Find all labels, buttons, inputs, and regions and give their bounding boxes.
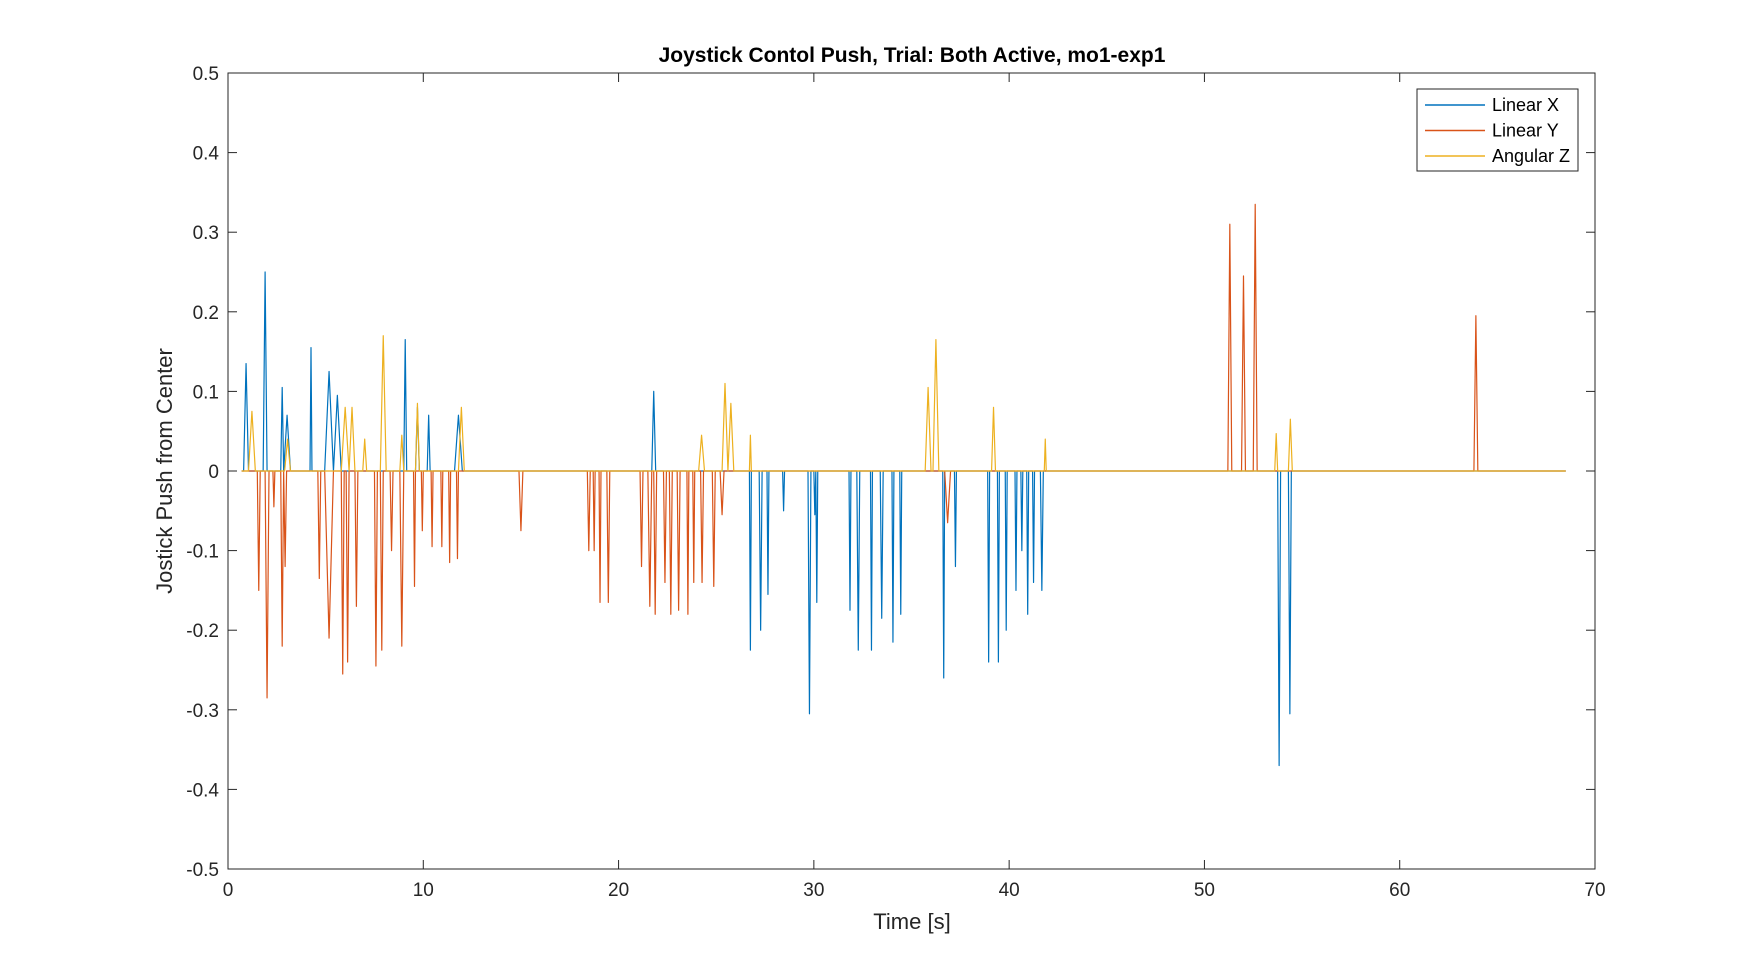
y-tick-label: 0 bbox=[208, 462, 219, 483]
x-tick-label: 50 bbox=[1194, 880, 1215, 901]
y-tick-label: 0.4 bbox=[193, 144, 220, 165]
x-tick-label: 40 bbox=[999, 880, 1020, 901]
y-tick-label: -0.1 bbox=[186, 542, 219, 563]
y-tick-label: 0.5 bbox=[193, 64, 219, 85]
legend-label: Linear X bbox=[1492, 95, 1559, 115]
y-tick-label: 0.2 bbox=[193, 303, 219, 324]
y-tick-label: -0.5 bbox=[186, 860, 219, 881]
x-ticks: 0 10 20 30 40 50 60 70 bbox=[223, 73, 1606, 901]
legend-items: Linear X Linear Y Angular Z bbox=[1425, 95, 1570, 166]
y-tick-label: -0.2 bbox=[186, 621, 219, 642]
x-tick-label: 10 bbox=[413, 880, 434, 901]
x-tick-label: 0 bbox=[223, 880, 234, 901]
legend-label: Linear Y bbox=[1492, 121, 1559, 141]
y-tick-label: 0.1 bbox=[193, 382, 219, 403]
legend-label: Angular Z bbox=[1492, 146, 1570, 166]
plot-area: 0 10 20 30 40 50 60 70 -0.5 -0.4 -0.3 -0.2 -0.1 0 0.1… bbox=[186, 64, 1605, 901]
x-tick-label: 60 bbox=[1389, 880, 1410, 901]
x-tick-label: 30 bbox=[803, 880, 824, 901]
y-ticks: -0.5 -0.4 -0.3 -0.2 -0.1 0 0.1 0.2 0.3 0.4 0.5 bbox=[186, 64, 1595, 881]
y-axis-label: Jostick Push from Center bbox=[152, 348, 177, 594]
x-tick-label: 20 bbox=[608, 880, 629, 901]
series-line-angular-z bbox=[241, 335, 1566, 472]
legend: Linear X Linear Y Angular Z bbox=[1416, 88, 1579, 172]
x-axis-label: Time [s] bbox=[873, 909, 950, 934]
chart-title: Joystick Contol Push, Trial: Both Active… bbox=[659, 44, 1166, 67]
x-tick-label: 70 bbox=[1584, 880, 1605, 901]
y-tick-label: 0.3 bbox=[193, 223, 219, 244]
y-tick-label: -0.4 bbox=[186, 780, 219, 801]
y-tick-label: -0.3 bbox=[186, 701, 219, 722]
series-layer bbox=[241, 203, 1566, 767]
